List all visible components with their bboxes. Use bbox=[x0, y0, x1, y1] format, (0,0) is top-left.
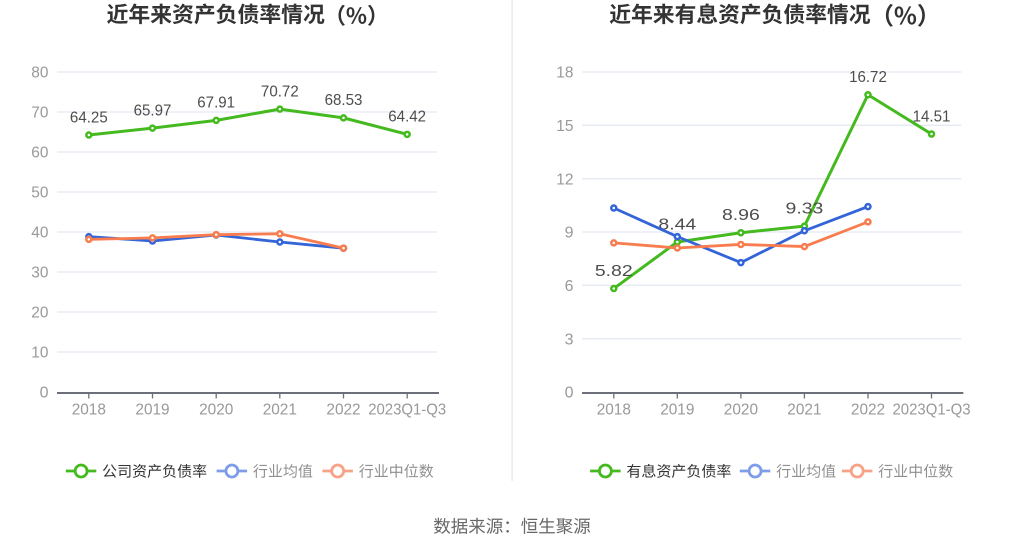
svg-text:64.42: 64.42 bbox=[388, 109, 426, 126]
svg-text:2019: 2019 bbox=[660, 402, 694, 419]
svg-text:30: 30 bbox=[31, 265, 48, 282]
svg-text:8.44: 8.44 bbox=[658, 216, 696, 233]
svg-text:2019: 2019 bbox=[135, 402, 169, 419]
svg-text:18: 18 bbox=[556, 65, 573, 82]
svg-text:2022: 2022 bbox=[326, 402, 360, 419]
svg-text:20: 20 bbox=[31, 305, 48, 322]
svg-text:2020: 2020 bbox=[724, 402, 758, 419]
svg-text:2022: 2022 bbox=[851, 402, 885, 419]
svg-text:60: 60 bbox=[31, 145, 48, 162]
svg-text:6: 6 bbox=[565, 278, 574, 295]
svg-text:67.91: 67.91 bbox=[197, 95, 235, 112]
svg-text:9.33: 9.33 bbox=[786, 200, 824, 217]
svg-text:70: 70 bbox=[31, 105, 48, 122]
svg-text:10: 10 bbox=[31, 345, 48, 362]
svg-text:65.97: 65.97 bbox=[134, 102, 172, 119]
svg-text:12: 12 bbox=[556, 171, 573, 188]
svg-text:2023Q1-Q3: 2023Q1-Q3 bbox=[893, 402, 971, 419]
svg-text:2018: 2018 bbox=[72, 402, 106, 419]
svg-text:2021: 2021 bbox=[787, 402, 821, 419]
svg-text:68.53: 68.53 bbox=[325, 92, 363, 109]
svg-text:14.51: 14.51 bbox=[913, 108, 951, 125]
svg-text:0: 0 bbox=[40, 385, 49, 402]
svg-text:5.82: 5.82 bbox=[595, 263, 633, 280]
svg-text:70.72: 70.72 bbox=[261, 83, 299, 100]
svg-text:2023Q1-Q3: 2023Q1-Q3 bbox=[368, 402, 446, 419]
svg-text:64.25: 64.25 bbox=[70, 109, 108, 126]
svg-text:16.72: 16.72 bbox=[849, 69, 887, 86]
svg-text:0: 0 bbox=[565, 385, 574, 402]
svg-text:40: 40 bbox=[31, 225, 48, 242]
svg-text:3: 3 bbox=[565, 331, 574, 348]
svg-text:2020: 2020 bbox=[199, 402, 233, 419]
svg-text:9: 9 bbox=[565, 225, 574, 242]
svg-text:8.96: 8.96 bbox=[722, 207, 760, 224]
svg-text:15: 15 bbox=[556, 118, 573, 135]
svg-text:2018: 2018 bbox=[597, 402, 631, 419]
svg-text:80: 80 bbox=[31, 65, 48, 82]
svg-text:50: 50 bbox=[31, 185, 48, 202]
svg-text:2021: 2021 bbox=[263, 402, 297, 419]
